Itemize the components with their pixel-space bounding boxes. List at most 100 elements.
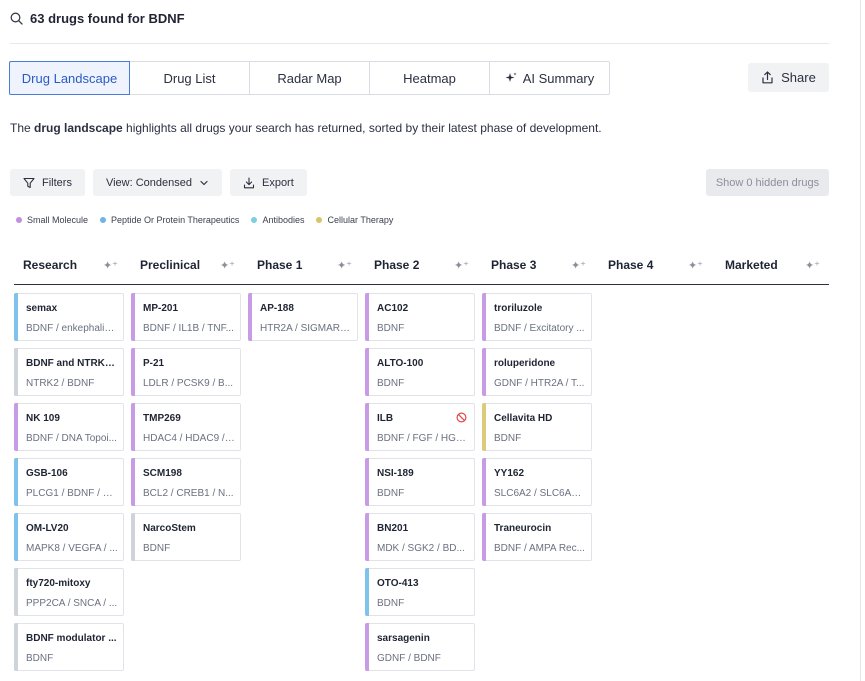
drug-card[interactable]: Traneurocin BDNF / AMPA Rec... <box>482 513 592 561</box>
drug-name: roluperidone <box>494 358 556 369</box>
drug-card[interactable]: ILB BDNF / FGF / HGF ... <box>365 403 475 451</box>
modality-color-bar <box>14 568 18 616</box>
drug-name: YY162 <box>494 468 525 479</box>
drug-card[interactable]: NarcoStem BDNF <box>131 513 241 561</box>
view-dropdown[interactable]: View: Condensed <box>92 169 222 196</box>
drug-targets: BDNF <box>377 323 405 334</box>
drug-card[interactable]: AP-188 HTR2A / SIGMAR1... <box>248 293 358 341</box>
drug-targets: GDNF / HTR2A / T... <box>494 378 585 389</box>
tab-ai-summary[interactable]: AI Summary <box>489 61 610 95</box>
download-icon <box>243 176 255 188</box>
drug-card[interactable]: MP-201 BDNF / IL1B / TNF... <box>131 293 241 341</box>
drug-name: troriluzole <box>494 303 543 314</box>
drug-card[interactable]: SCM198 BCL2 / CREB1 / N... <box>131 458 241 506</box>
share-button[interactable]: Share <box>748 63 829 92</box>
hidden-label: Show 0 hidden drugs <box>715 176 820 189</box>
drug-targets: BDNF / FGF / HGF ... <box>377 433 469 444</box>
drug-name: fty720-mitoxy <box>26 578 91 589</box>
drug-name: OM-LV20 <box>26 523 69 534</box>
drug-card[interactable]: BDNF and NTRK2... NTRK2 / BDNF <box>14 348 124 396</box>
drug-card[interactable]: NK 109 BDNF / DNA Topoi... <box>14 403 124 451</box>
drug-card[interactable]: BDNF modulator ... BDNF <box>14 623 124 671</box>
tab-drug-list[interactable]: Drug List <box>129 61 250 95</box>
legend-dot <box>100 217 107 223</box>
modality-color-bar <box>131 513 135 561</box>
modality-color-bar <box>14 623 18 671</box>
drug-name: Cellavita HD <box>494 413 553 424</box>
tab-label: AI Summary <box>522 70 595 86</box>
filters-label: Filters <box>42 176 72 189</box>
drug-name: MP-201 <box>143 303 179 314</box>
sparkle-icon[interactable]: ✦⁺ <box>219 259 235 272</box>
legend-dot <box>316 217 323 223</box>
drug-targets: PLCG1 / BDNF / M... <box>26 488 118 499</box>
drug-targets: BDNF / IL1B / TNF... <box>143 323 234 334</box>
column-header-phase-3: Phase 3 ✦⁺ <box>491 258 586 272</box>
show-hidden-drugs-button[interactable]: Show 0 hidden drugs <box>706 169 829 196</box>
tab-drug-landscape[interactable]: Drug Landscape <box>9 61 130 95</box>
column-header-research: Research ✦⁺ <box>23 258 118 272</box>
sparkle-icon[interactable]: ✦⁺ <box>336 259 352 272</box>
drug-card[interactable]: roluperidone GDNF / HTR2A / T... <box>482 348 592 396</box>
modality-color-bar <box>131 293 135 341</box>
drug-targets: BDNF <box>26 653 54 664</box>
modality-color-bar <box>14 348 18 396</box>
drug-card[interactable]: YY162 SLC6A2 / SLC6A3 ... <box>482 458 592 506</box>
drug-card[interactable]: fty720-mitoxy PPP2CA / SNCA / ... <box>14 568 124 616</box>
modality-color-bar <box>482 348 486 396</box>
tab-label: Drug List <box>163 70 216 86</box>
share-label: Share <box>781 70 816 85</box>
drug-name: BDNF modulator ... <box>26 633 117 644</box>
drug-card[interactable]: GSB-106 PLCG1 / BDNF / M... <box>14 458 124 506</box>
legend-item: Antibodies <box>251 215 304 225</box>
drug-targets: BDNF <box>377 378 405 389</box>
drug-card[interactable]: AC102 BDNF <box>365 293 475 341</box>
modality-color-bar <box>482 403 486 451</box>
legend-item: Peptide Or Protein Therapeutics <box>100 215 239 225</box>
drug-card[interactable]: Cellavita HD BDNF <box>482 403 592 451</box>
drug-targets: BDNF <box>377 598 405 609</box>
drug-card[interactable]: NSI-189 BDNF <box>365 458 475 506</box>
drug-targets: MDK / SGK2 / BD... <box>377 543 465 554</box>
drug-card[interactable]: OM-LV20 MAPK8 / VEGFA / ... <box>14 513 124 561</box>
modality-color-bar <box>482 513 486 561</box>
sparkle-icon[interactable]: ✦⁺ <box>687 259 703 272</box>
modality-color-bar <box>482 458 486 506</box>
drug-card[interactable]: BN201 MDK / SGK2 / BD... <box>365 513 475 561</box>
drug-name: NK 109 <box>26 413 60 424</box>
sparkle-icon[interactable]: ✦⁺ <box>102 259 118 272</box>
drug-name: sarsagenin <box>377 633 430 644</box>
sparkle-icon[interactable]: ✦⁺ <box>453 259 469 272</box>
modality-color-bar <box>482 293 486 341</box>
modality-color-bar <box>365 513 369 561</box>
drug-card[interactable]: sarsagenin GDNF / BDNF <box>365 623 475 671</box>
drug-card[interactable]: troriluzole BDNF / Excitatory ... <box>482 293 592 341</box>
sparkle-icon[interactable]: ✦⁺ <box>804 259 820 272</box>
drug-name: BN201 <box>377 523 409 534</box>
result-count: 63 drugs found for BDNF <box>30 11 185 26</box>
drug-card[interactable]: P-21 LDLR / PCSK9 / B... <box>131 348 241 396</box>
search-icon <box>10 12 23 25</box>
column-header-phase-1: Phase 1 ✦⁺ <box>257 258 352 272</box>
drug-card[interactable]: TMP269 HDAC4 / HDAC9 / ... <box>131 403 241 451</box>
tab-heatmap[interactable]: Heatmap <box>369 61 490 95</box>
drug-targets: PPP2CA / SNCA / ... <box>26 598 118 609</box>
drug-targets: MAPK8 / VEGFA / ... <box>26 543 118 554</box>
drug-targets: BCL2 / CREB1 / N... <box>143 488 234 499</box>
drug-card[interactable]: OTO-413 BDNF <box>365 568 475 616</box>
modality-color-bar <box>131 403 135 451</box>
drug-targets: SLC6A2 / SLC6A3 ... <box>494 488 586 499</box>
tab-radar-map[interactable]: Radar Map <box>249 61 370 95</box>
modality-color-bar <box>14 403 18 451</box>
drug-targets: HTR2A / SIGMAR1... <box>260 323 352 334</box>
export-button[interactable]: Export <box>229 169 307 196</box>
drug-card[interactable]: semax BDNF / enkephalin... <box>14 293 124 341</box>
sparkle-icon[interactable]: ✦⁺ <box>570 259 586 272</box>
search-summary: 63 drugs found for BDNF <box>10 11 185 26</box>
legend: Small Molecule Peptide Or Protein Therap… <box>16 215 393 225</box>
filters-button[interactable]: Filters <box>10 169 85 196</box>
column-header-phase-2: Phase 2 ✦⁺ <box>374 258 469 272</box>
divider <box>10 43 829 44</box>
drug-card[interactable]: ALTO-100 BDNF <box>365 348 475 396</box>
drug-targets: BDNF / AMPA Rec... <box>494 543 585 554</box>
